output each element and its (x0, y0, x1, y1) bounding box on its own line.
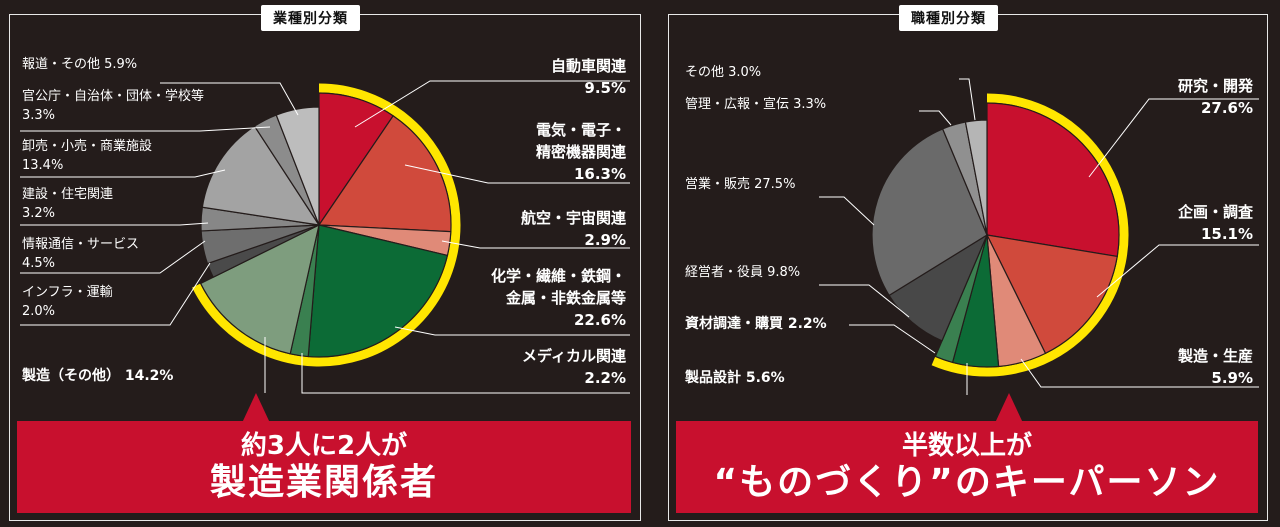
label-aerospace: 航空・宇宙関連 2.9% (520, 209, 626, 249)
leader-line-1 (1096, 244, 1259, 298)
leader-line-7 (20, 240, 206, 274)
leader-line-11 (160, 82, 299, 116)
label-management-pr: 管理・広報・宣伝 3.3% (685, 97, 827, 112)
industry-callout-banner: 約3人に2人が 製造業関係者 (17, 421, 631, 513)
label-sales: 営業・販売 27.5% (685, 177, 796, 192)
leader-line-1 (404, 164, 630, 184)
leader-line-6 (819, 196, 875, 226)
label-infrastructure: インフラ・運輸 2.0% (22, 285, 113, 319)
occupation-pie-chart (819, 78, 1259, 395)
leader-line-7 (919, 110, 952, 126)
industry-callout-line1: 約3人に2人が (240, 431, 408, 461)
leader-line-8 (959, 78, 976, 121)
label-manufacturing-other: 製造（その他） 14.2% (22, 368, 174, 384)
industry-chart-title: 業種別分類 (261, 5, 360, 31)
pie-slice-6 (871, 128, 988, 297)
label-construction: 建設・住宅関連 3.2% (22, 187, 114, 221)
pie-slice-11 (275, 106, 320, 226)
occupation-panel: 職種別分類 研究・開発 27.6% 企画・調査 15.1% 製造・生産 5.9% その… (668, 5, 1268, 521)
callout-pointer (995, 393, 1023, 423)
leader-line-4 (849, 324, 936, 354)
leader-line-2 (441, 240, 630, 249)
label-product-design: 製品設計 5.6% (685, 370, 785, 386)
label-electronics: 電気・電子・ 精密機器関連 16.3% (535, 121, 626, 183)
label-rnd: 研究・開発 27.6% (1177, 77, 1253, 117)
leader-line-6 (20, 262, 211, 326)
label-medical: メディカル関連 2.2% (522, 347, 626, 387)
pie-slice-1 (317, 114, 452, 233)
leader-line-5 (819, 284, 910, 318)
label-other: その他 3.0% (685, 65, 762, 80)
label-production: 製造・生産 5.9% (1177, 347, 1253, 387)
pie-slice-8 (964, 119, 988, 236)
label-chemical-metal: 化学・繊維・鉄鋼・ 金属・非鉄金属等 22.6% (490, 267, 626, 329)
pie-slice-9 (201, 125, 321, 226)
pie-slice-5 (199, 223, 320, 355)
leader-line-4 (301, 353, 630, 394)
leader-line-10 (20, 126, 271, 132)
label-government: 官公庁・自治体・団体・学校等 3.3% (22, 89, 205, 123)
label-retail: 卸売・小売・商業施設 13.4% (22, 139, 153, 173)
callout-pointer (242, 393, 270, 423)
occupation-callout-banner: 半数以上が “ものづくり”のキーパーソン (676, 421, 1258, 513)
industry-panel: 業種別分類 自動車関連 9.5% 電気・電子・ 精密機器関連 16.3% 航空・宇… (9, 5, 641, 521)
pie-slice-0 (318, 92, 395, 227)
label-procurement: 資材調達・購買 2.2% (685, 316, 827, 332)
pie-slice-0 (986, 102, 1120, 258)
leader-line-0 (354, 80, 630, 128)
label-media-other: 報道・その他 5.9% (22, 57, 138, 72)
label-ict-service: 情報通信・サービス 4.5% (22, 237, 140, 271)
leader-line-9 (20, 169, 226, 178)
leader-line-2 (1020, 358, 1259, 388)
industry-pie-chart (20, 80, 630, 394)
leader-line-8 (20, 222, 209, 226)
highlight-ring (931, 93, 1129, 377)
pie-slice-1 (985, 234, 1118, 355)
occupation-chart-title: 職種別分類 (899, 5, 998, 31)
occupation-callout-line1: 半数以上が (901, 431, 1032, 461)
leader-line-0 (1088, 98, 1259, 178)
label-automotive: 自動車関連 9.5% (550, 57, 626, 97)
occupation-callout-line2: “ものづくり”のキーパーソン (713, 462, 1221, 503)
label-executive: 経営者・役員 9.8% (685, 265, 801, 280)
highlight-ring (192, 83, 461, 367)
industry-callout-line2: 製造業関係者 (209, 462, 438, 503)
label-planning: 企画・調査 15.1% (1177, 203, 1253, 243)
pie-slice-3 (307, 224, 449, 358)
leader-line-3 (394, 326, 630, 336)
